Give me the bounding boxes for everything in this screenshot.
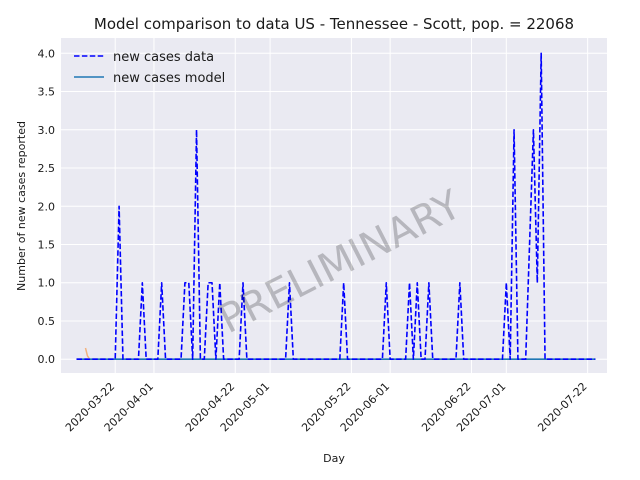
plot-area — [61, 38, 607, 373]
y-tick-label: 4.0 — [38, 47, 56, 60]
y-tick-label: 0.5 — [38, 315, 56, 328]
y-tick-label: 3.5 — [38, 86, 56, 99]
model-start-artifact — [84, 347, 90, 359]
y-tick-label: 2.0 — [38, 200, 56, 213]
y-axis-label: Number of new cases reported — [15, 121, 28, 291]
y-tick-label: 3.0 — [38, 124, 56, 137]
series-layer — [76, 52, 596, 361]
legend-label-model: new cases model — [113, 71, 225, 86]
series-line-data — [76, 52, 596, 361]
y-tick-label: 2.5 — [38, 162, 56, 175]
y-tick-label: 0.0 — [38, 353, 56, 366]
y-tick-label: 1.5 — [38, 239, 56, 252]
chart-title: Model comparison to data US - Tennessee … — [94, 15, 574, 33]
legend: new cases data new cases model — [74, 50, 225, 86]
legend-label-data: new cases data — [113, 50, 214, 65]
y-tick-label: 1.0 — [38, 277, 56, 290]
x-axis-label: Day — [323, 452, 345, 465]
x-grid — [114, 38, 589, 373]
y-tick-labels: 0.0 0.5 1.0 1.5 2.0 2.5 3.0 3.5 4.0 — [38, 47, 56, 366]
